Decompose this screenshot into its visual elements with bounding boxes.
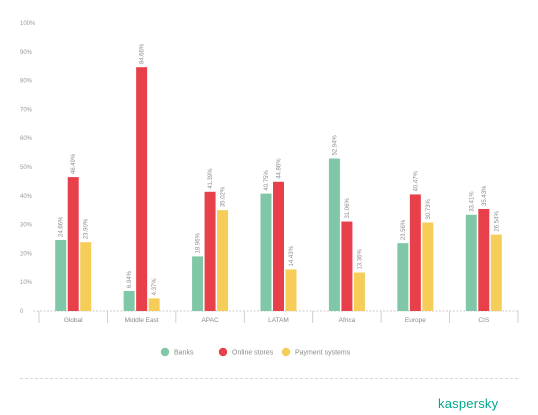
- bar: [273, 181, 284, 311]
- data-label: 30.73%: [426, 198, 432, 219]
- data-labels: 24.66% 6.94% 18.96% 40.75% 52.94% 23.56% 33.41…: [59, 43, 501, 295]
- data-label: 4.37%: [152, 278, 158, 296]
- bar-chart: 0 10% 20% 30% 40% 50% 60% 70% 80% 90% 100% Global M…: [20, 21, 519, 357]
- y-tick-label: 10%: [20, 280, 33, 286]
- legend-marker: [160, 347, 170, 357]
- bar: [80, 242, 92, 311]
- bar: [67, 177, 79, 311]
- category-label: LATAM: [268, 317, 289, 324]
- category-label: Middle East: [125, 317, 159, 324]
- bar: [136, 67, 148, 311]
- category-label: APAC: [201, 317, 219, 324]
- bar: [465, 214, 477, 311]
- y-tick-label: 50%: [20, 165, 33, 171]
- legend-marker: [281, 347, 291, 357]
- category-label: Africa: [339, 317, 356, 324]
- y-tick-label: 0: [20, 309, 24, 315]
- kaspersky-logo: kaspersky: [438, 396, 499, 411]
- legend-label: Online stores: [232, 350, 274, 357]
- bar: [490, 234, 502, 311]
- data-label: 24.66%: [59, 216, 65, 237]
- y-tick-label: 40%: [20, 194, 33, 200]
- data-label: 31.06%: [345, 198, 351, 219]
- y-tick-label: 30%: [20, 223, 33, 229]
- data-label: 40.75%: [264, 170, 270, 191]
- data-label: 35.02%: [221, 186, 227, 207]
- data-label: 33.41%: [469, 191, 475, 212]
- category-label: CIS: [478, 317, 490, 324]
- data-label: 44.86%: [277, 158, 283, 179]
- bar: [353, 272, 365, 311]
- bar: [260, 193, 272, 311]
- category-label: Global: [64, 317, 83, 324]
- bar: [341, 221, 353, 311]
- data-label: 23.90%: [84, 218, 90, 239]
- footer-divider: [20, 378, 518, 379]
- bars: [55, 67, 502, 311]
- data-label: 35.43%: [482, 185, 488, 206]
- data-label: 23.56%: [401, 219, 407, 240]
- x-axis: Global Middle East APAC LATAM Africa Europe CI…: [33, 310, 519, 324]
- data-label: 52.94%: [332, 135, 338, 156]
- data-label: 26.54%: [494, 211, 500, 232]
- data-label: 13.36%: [357, 249, 363, 270]
- bar: [204, 191, 216, 311]
- data-label: 40.47%: [413, 170, 419, 191]
- bar: [148, 298, 160, 311]
- data-label: 18.96%: [196, 232, 202, 253]
- data-label: 46.49%: [71, 153, 77, 174]
- y-tick-label: 90%: [20, 50, 33, 56]
- bar: [328, 158, 340, 311]
- data-label: 41.39%: [208, 168, 214, 189]
- y-tick-label: 20%: [20, 251, 33, 257]
- bar: [397, 243, 409, 311]
- y-tick-label: 70%: [20, 107, 33, 113]
- data-label: 84.66%: [140, 43, 146, 64]
- category-label: Europe: [405, 317, 426, 324]
- bar: [217, 210, 229, 311]
- data-label: 6.94%: [127, 270, 133, 288]
- bar: [55, 239, 67, 311]
- y-tick-label: 100%: [20, 21, 36, 27]
- bar: [422, 222, 434, 311]
- legend-label: Banks: [174, 350, 194, 357]
- data-label: 14.43%: [289, 245, 295, 266]
- y-tick-label: 80%: [20, 79, 33, 85]
- y-tick-label: 60%: [20, 136, 33, 142]
- legend-label: Payment systems: [295, 350, 351, 357]
- bar: [409, 194, 421, 311]
- bar: [123, 291, 135, 311]
- legend: Banks Online stores Payment systems: [160, 347, 351, 357]
- y-axis: 0 10% 20% 30% 40% 50% 60% 70% 80% 90% 100%: [20, 21, 36, 315]
- bar: [192, 256, 204, 311]
- legend-marker: [218, 347, 228, 357]
- bar: [285, 269, 297, 311]
- bar: [478, 208, 490, 311]
